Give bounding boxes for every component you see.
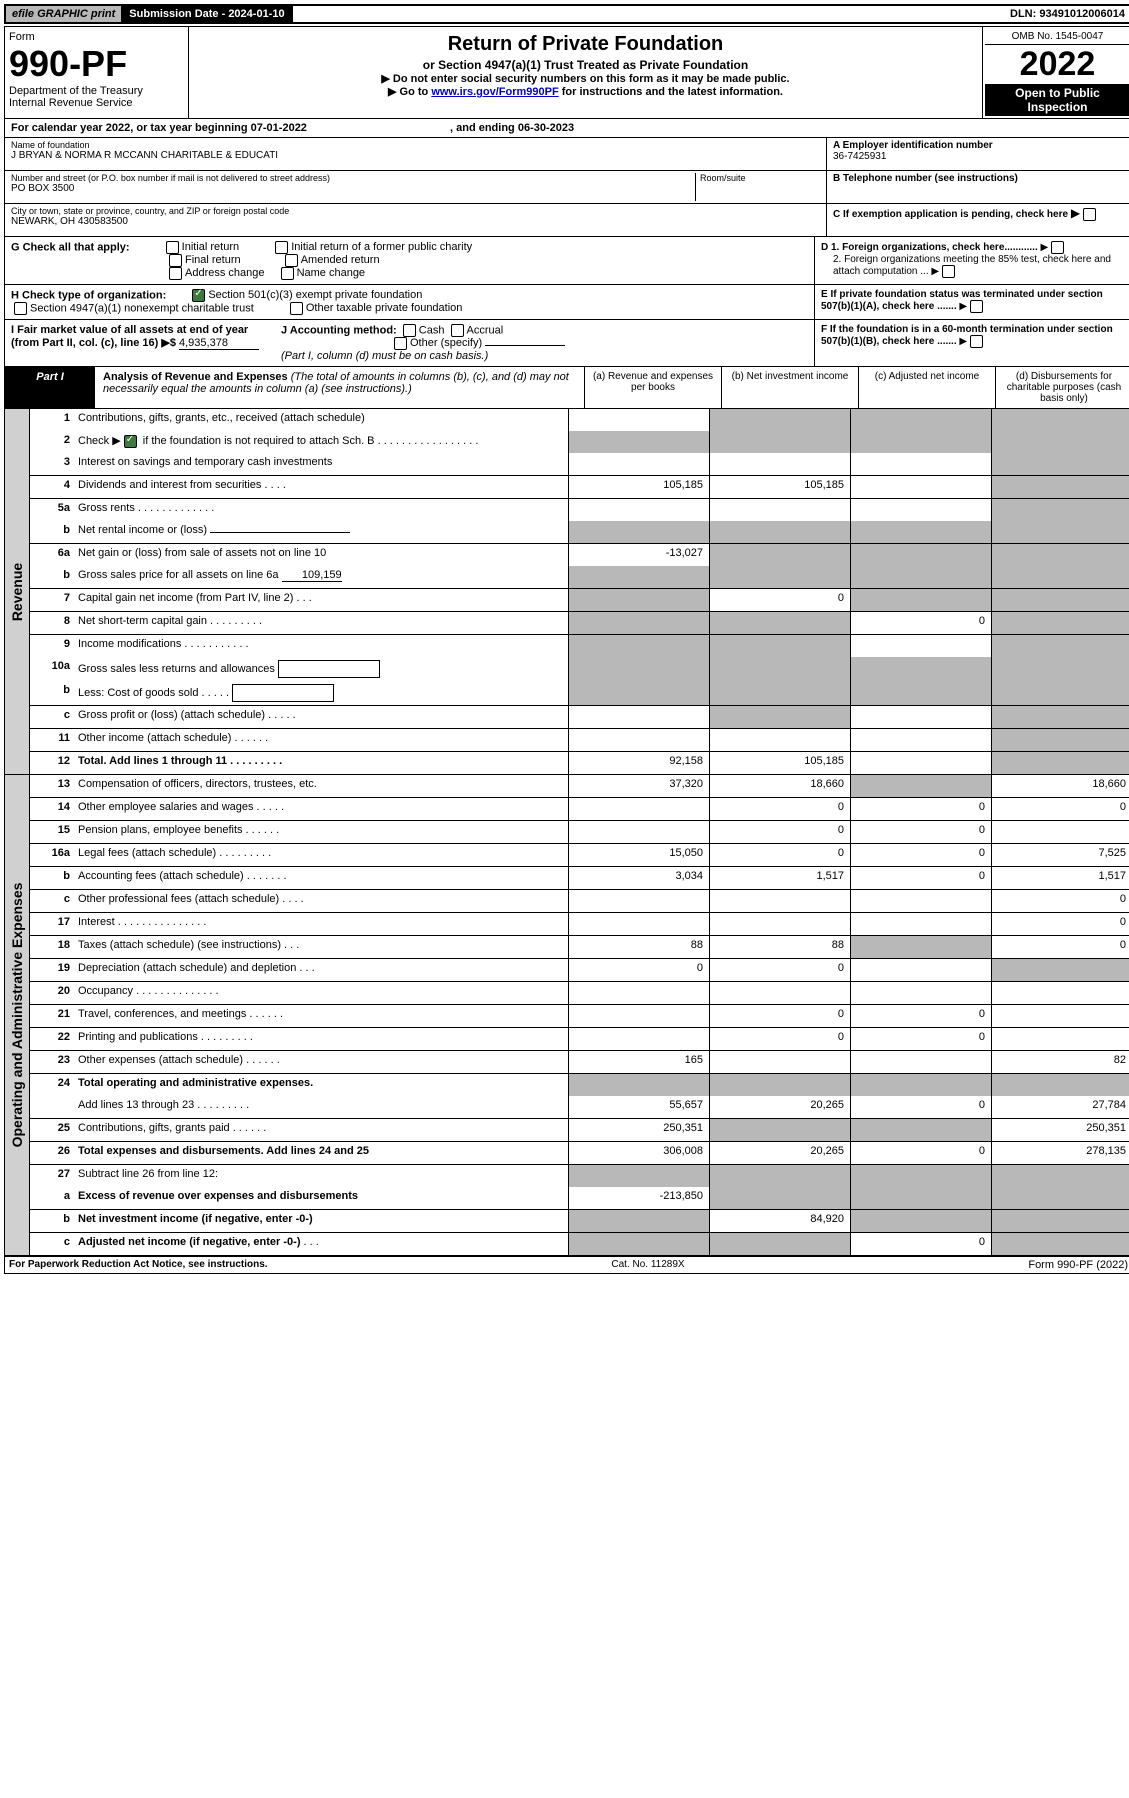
paperwork-notice: For Paperwork Reduction Act Notice, see … bbox=[9, 1259, 268, 1271]
revenue-label: Revenue bbox=[9, 562, 25, 620]
h-section: H Check type of organization: Section 50… bbox=[4, 285, 1129, 320]
other-method-checkbox[interactable] bbox=[394, 337, 407, 350]
instr-1: ▶ Do not enter social security numbers o… bbox=[193, 72, 978, 85]
f-checkbox[interactable] bbox=[970, 335, 983, 348]
city: NEWARK, OH 430583500 bbox=[11, 216, 820, 227]
ij-section: I Fair market value of all assets at end… bbox=[4, 320, 1129, 367]
form-subtitle: or Section 4947(a)(1) Trust Treated as P… bbox=[193, 58, 978, 72]
amended-checkbox[interactable] bbox=[285, 254, 298, 267]
omb-number: OMB No. 1545-0047 bbox=[985, 29, 1129, 45]
dln: DLN: 93491012006014 bbox=[1004, 6, 1129, 22]
address: PO BOX 3500 bbox=[11, 183, 695, 194]
c-checkbox[interactable] bbox=[1083, 208, 1096, 221]
form-word: Form bbox=[9, 31, 184, 43]
open-inspection: Open to Public Inspection bbox=[985, 84, 1129, 116]
d1-checkbox[interactable] bbox=[1051, 241, 1064, 254]
e-checkbox[interactable] bbox=[970, 300, 983, 313]
ein-label: A Employer identification number bbox=[833, 140, 1126, 151]
city-label: City or town, state or province, country… bbox=[11, 206, 820, 216]
accrual-checkbox[interactable] bbox=[451, 324, 464, 337]
cat-no: Cat. No. 11289X bbox=[268, 1259, 1029, 1271]
h3-checkbox[interactable] bbox=[290, 302, 303, 315]
calendar-year-row: For calendar year 2022, or tax year begi… bbox=[4, 119, 1129, 138]
submission-date: Submission Date - 2024-01-10 bbox=[123, 6, 292, 22]
name-label: Name of foundation bbox=[11, 140, 820, 150]
d2-label: 2. Foreign organizations meeting the 85%… bbox=[821, 254, 1126, 278]
form-header: Form 990-PF Department of the Treasury I… bbox=[4, 26, 1129, 119]
revenue-section: Revenue 1Contributions, gifts, grants, e… bbox=[4, 409, 1129, 775]
top-bar: efile GRAPHIC print Submission Date - 20… bbox=[4, 4, 1129, 24]
foundation-name: J BRYAN & NORMA R MCCANN CHARITABLE & ED… bbox=[11, 150, 820, 161]
entity-info: Name of foundation J BRYAN & NORMA R MCC… bbox=[4, 138, 1129, 237]
initial-return-checkbox[interactable] bbox=[166, 241, 179, 254]
h1-checkbox[interactable] bbox=[192, 289, 205, 302]
addr-label: Number and street (or P.O. box number if… bbox=[11, 173, 695, 183]
col-c-header: (c) Adjusted net income bbox=[858, 367, 995, 408]
col-b-header: (b) Net investment income bbox=[721, 367, 858, 408]
initial-former-checkbox[interactable] bbox=[275, 241, 288, 254]
d2-checkbox[interactable] bbox=[942, 265, 955, 278]
f-label: F If the foundation is in a 60-month ter… bbox=[821, 324, 1126, 348]
part-1-header: Part I Analysis of Revenue and Expenses … bbox=[4, 367, 1129, 409]
schb-checkbox[interactable] bbox=[124, 435, 137, 448]
form-title: Return of Private Foundation bbox=[193, 33, 978, 56]
c-label: C If exemption application is pending, c… bbox=[833, 209, 1068, 220]
g-section: G Check all that apply: Initial return I… bbox=[4, 237, 1129, 285]
form-number: 990-PF bbox=[9, 43, 184, 85]
tax-year: 2022 bbox=[985, 45, 1129, 84]
h2-checkbox[interactable] bbox=[14, 302, 27, 315]
footer: For Paperwork Reduction Act Notice, see … bbox=[4, 1256, 1129, 1274]
d1-label: D 1. Foreign organizations, check here..… bbox=[821, 241, 1126, 254]
expenses-label: Operating and Administrative Expenses bbox=[9, 883, 25, 1148]
instructions-link[interactable]: www.irs.gov/Form990PF bbox=[431, 86, 558, 98]
efile-label: efile GRAPHIC print bbox=[6, 6, 123, 22]
tel-label: B Telephone number (see instructions) bbox=[833, 173, 1126, 184]
expenses-section: Operating and Administrative Expenses 13… bbox=[4, 775, 1129, 1256]
dept-label: Department of the Treasury bbox=[9, 85, 184, 97]
col-d-header: (d) Disbursements for charitable purpose… bbox=[995, 367, 1129, 408]
final-return-checkbox[interactable] bbox=[169, 254, 182, 267]
col-a-header: (a) Revenue and expenses per books bbox=[584, 367, 721, 408]
instr-2: ▶ Go to www.irs.gov/Form990PF for instru… bbox=[193, 85, 978, 98]
cash-checkbox[interactable] bbox=[403, 324, 416, 337]
irs-label: Internal Revenue Service bbox=[9, 97, 184, 109]
room-label: Room/suite bbox=[700, 173, 820, 183]
i-value: 4,935,378 bbox=[179, 337, 259, 350]
ein: 36-7425931 bbox=[833, 151, 1126, 162]
part-1-label: Part I bbox=[5, 367, 95, 408]
form-ref: Form 990-PF (2022) bbox=[1028, 1259, 1128, 1271]
name-change-checkbox[interactable] bbox=[281, 267, 294, 280]
e-label: E If private foundation status was termi… bbox=[821, 289, 1126, 313]
address-change-checkbox[interactable] bbox=[169, 267, 182, 280]
